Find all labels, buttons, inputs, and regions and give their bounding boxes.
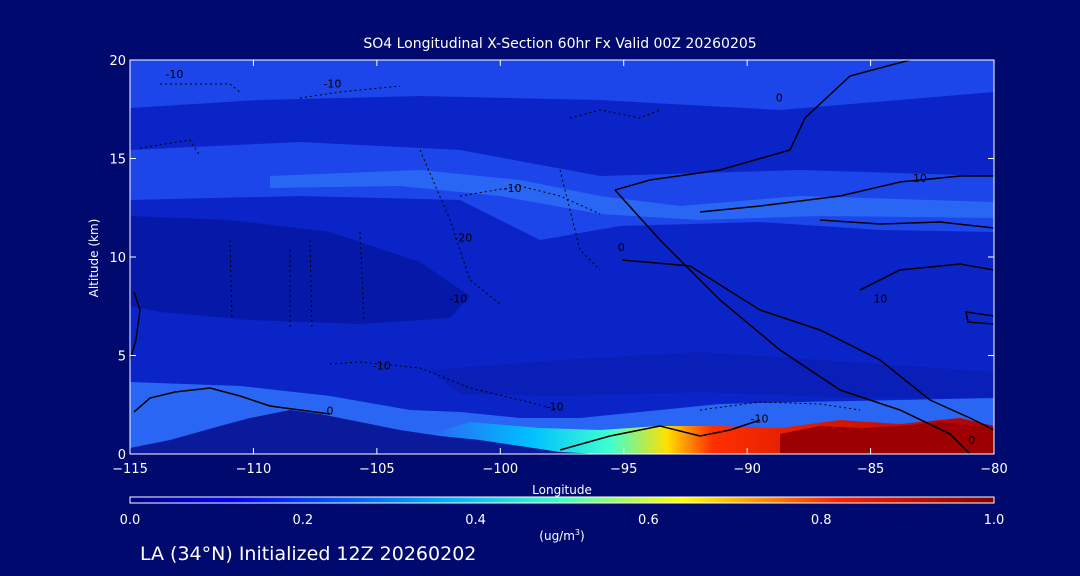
contour-label: 0	[776, 91, 783, 104]
contour-label: -10	[504, 182, 522, 195]
y-tick-label: 15	[109, 153, 126, 168]
colorbar-tick-label: 0.0	[120, 513, 141, 528]
x-axis: −115 −110 −105 −100 −95 −90 −85 −80	[112, 60, 1008, 477]
colorbar-label: (ug/m3)	[539, 528, 584, 543]
x-tick-label: −115	[112, 462, 148, 477]
y-axis-label: Altitude (km)	[87, 219, 101, 298]
y-tick-label: 0	[118, 448, 126, 463]
contour-label: 10	[873, 292, 887, 305]
field-band-upper	[130, 60, 994, 110]
contour-label: -10	[751, 413, 769, 426]
field-core-dark	[130, 216, 470, 324]
contour-dotted-a	[139, 83, 401, 157]
y-axis: 0 5 10 15 20	[109, 54, 994, 463]
contour-label: 0	[968, 434, 975, 447]
contour-label: -10	[165, 68, 183, 81]
contour-labels: -10 -10 -10 -20 -10 -10 -10 0 0 0 -10 10 10 0	[165, 68, 975, 447]
colorbar-label-sup: 3	[575, 528, 580, 537]
colorbar-tick-label: 0.6	[638, 513, 659, 528]
y-tick-label: 20	[109, 54, 126, 69]
colorbar-tick-label: 0.4	[465, 513, 486, 528]
contour-rising-zero	[614, 189, 971, 454]
colorbar-label-suffix: )	[580, 529, 585, 543]
terrain	[130, 410, 600, 454]
colorbar-ticks: 0.0 0.2 0.4 0.6 0.8 1.0	[120, 513, 1005, 528]
chart-title: SO4 Longitudinal X-Section 60hr Fx Valid…	[363, 36, 757, 52]
contour-lines	[130, 60, 994, 454]
colorbar-tick-label: 0.8	[811, 513, 832, 528]
field-band-lighter	[270, 170, 994, 220]
field-mid-dark	[430, 352, 994, 398]
contour-upper-zero	[614, 60, 911, 191]
colorbar-label-prefix: (ug/m	[539, 529, 575, 543]
x-tick-label: −95	[610, 462, 637, 477]
contour-label: -20	[454, 231, 472, 244]
contour-ten-loop	[859, 263, 994, 325]
colorbar-tick-label: 0.2	[292, 513, 313, 528]
contour-label: 0	[326, 405, 333, 418]
x-tick-label: −90	[733, 462, 760, 477]
contour-dotted-e	[569, 109, 861, 411]
concentration-field	[130, 60, 994, 454]
x-tick-label: −80	[980, 462, 1007, 477]
contour-label: -10	[323, 78, 341, 91]
colorbar-tick-label: 1.0	[984, 513, 1005, 528]
x-axis-label: Longitude	[532, 483, 592, 497]
contour-label: -10	[449, 292, 467, 305]
contour-plume-top	[559, 419, 761, 451]
colorbar	[129, 496, 995, 504]
contour-label: 0	[618, 241, 625, 254]
contour-label: -10	[373, 359, 391, 372]
contour-diagonal-zero	[621, 259, 994, 431]
x-tick-label: −105	[359, 462, 395, 477]
y-tick-label: 10	[109, 251, 126, 266]
contour-label: 10	[913, 172, 927, 185]
contour-dotted-c	[229, 231, 365, 331]
contour-dotted-b	[419, 149, 601, 305]
x-tick-label: −85	[857, 462, 884, 477]
contour-ten-upper	[699, 175, 994, 213]
y-tick-label: 5	[118, 350, 126, 365]
contour-ten-right	[819, 219, 994, 229]
contour-dotted-d	[329, 169, 601, 411]
contour-label: -10	[546, 401, 564, 414]
run-info: LA (34°N) Initialized 12Z 20260202	[140, 543, 477, 565]
x-tick-label: −100	[482, 462, 518, 477]
contour-zero-low	[133, 387, 331, 415]
x-tick-label: −110	[236, 462, 272, 477]
contour-left-edge	[130, 291, 141, 361]
